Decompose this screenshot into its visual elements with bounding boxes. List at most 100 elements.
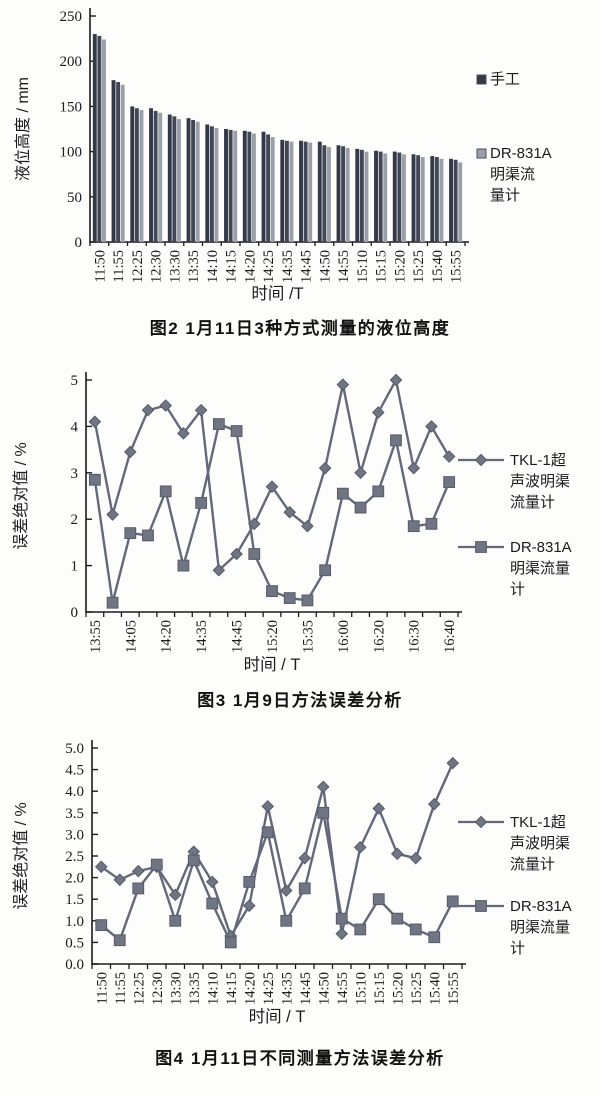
figure-3-caption: 图3 1月9日方法误差分析 xyxy=(197,691,403,710)
y-tick-label: 3.0 xyxy=(65,827,84,843)
diamond-marker xyxy=(279,884,293,897)
y-tick-label: 0 xyxy=(71,605,79,621)
diamond-marker xyxy=(194,403,208,417)
legend-swatch xyxy=(476,74,487,85)
square-marker xyxy=(335,912,348,925)
y-tick-label: 1.0 xyxy=(65,914,84,930)
y-tick-label: 1 xyxy=(71,559,79,575)
bar xyxy=(209,126,214,242)
bar xyxy=(430,156,435,242)
y-tick-label: 4.5 xyxy=(65,763,84,779)
diamond-marker xyxy=(316,780,330,794)
x-tick-label: 16:40 xyxy=(442,620,458,653)
x-tick-labels: 13:55 14:05 14:20 14:35 14:45 15:20 15:35 16:00… xyxy=(88,620,458,653)
square-marker xyxy=(150,858,163,871)
y-tick-label: 100 xyxy=(60,145,83,161)
x-tick-label: 15:40 xyxy=(430,250,446,283)
x-tick-label: 14:35 xyxy=(194,620,210,653)
bar xyxy=(397,152,402,242)
bar xyxy=(149,108,153,243)
bar xyxy=(261,131,266,242)
bar xyxy=(359,149,364,242)
bar xyxy=(177,119,181,242)
bar xyxy=(284,140,289,242)
diamond-marker xyxy=(318,461,332,475)
square-marker xyxy=(372,893,385,906)
legend-marker-square xyxy=(475,900,487,912)
square-marker xyxy=(425,517,438,530)
diamond-marker xyxy=(371,406,385,419)
y-axis-title: 液位高度 / mm xyxy=(14,77,32,181)
x-tick-label: 14:05 xyxy=(123,620,139,653)
diamond-marker xyxy=(372,802,386,815)
y-axis-title: 误差绝对值 / % xyxy=(12,802,30,910)
bar xyxy=(364,151,369,242)
diamond-marker xyxy=(389,373,403,387)
square-marker xyxy=(390,434,402,447)
legend-label-line: 流量计 xyxy=(510,494,555,511)
x-tick-label: 15:25 xyxy=(411,250,427,283)
bar xyxy=(303,141,308,242)
legend-label-line: 计 xyxy=(510,581,525,598)
x-tick-label: 15:40 xyxy=(427,972,443,1005)
square-marker xyxy=(124,527,137,540)
x-tick-label: 13:55 xyxy=(88,620,104,653)
bar xyxy=(434,157,439,242)
legend-label-line: TKL-1超 xyxy=(510,814,566,831)
series-square xyxy=(95,806,459,949)
series-diamond xyxy=(94,756,460,943)
y-tick-label: 2.5 xyxy=(65,849,84,865)
legend-label-line: 手工 xyxy=(490,71,520,88)
figure-2-liquid-level-bar-chart: 0 50 100 150 200 250 液位高度 / mm 时间 /T 11:50 11:55 1… xyxy=(0,0,600,350)
square-marker xyxy=(159,485,172,498)
square-marker xyxy=(142,529,154,542)
bar xyxy=(345,147,350,242)
x-tick-label: 14:10 xyxy=(205,972,221,1005)
bar xyxy=(420,157,425,242)
bar xyxy=(322,145,327,242)
bar xyxy=(341,146,346,242)
square-marker xyxy=(391,912,404,925)
y-tick-label: 2.0 xyxy=(65,871,84,887)
y-tick-label: 1.5 xyxy=(65,892,84,908)
bar xyxy=(116,81,121,243)
x-tick-label: 14:20 xyxy=(242,972,258,1005)
bar xyxy=(449,158,453,242)
bar xyxy=(270,137,275,242)
diamond-marker xyxy=(409,851,423,865)
legend-swatch xyxy=(476,148,487,159)
x-axis-title: 时间 / T xyxy=(244,655,301,674)
x-tick-label: 11:50 xyxy=(92,250,108,283)
bar xyxy=(228,129,233,242)
square-marker xyxy=(409,923,422,936)
bar xyxy=(439,158,444,242)
diamond-marker xyxy=(106,508,119,521)
bar xyxy=(355,148,360,242)
bar xyxy=(374,150,378,242)
square-marker xyxy=(243,876,256,888)
x-tick-label: 14:50 xyxy=(316,972,332,1005)
x-tick-label: 14:20 xyxy=(242,250,258,283)
square-marker xyxy=(407,520,420,533)
x-tick-label: 14:55 xyxy=(335,972,351,1005)
bar xyxy=(378,151,383,242)
x-tick-label: 14:45 xyxy=(299,250,315,283)
bar xyxy=(383,153,388,242)
bar xyxy=(153,110,158,242)
bar xyxy=(120,84,125,242)
x-tick-label: 15:20 xyxy=(390,972,406,1005)
y-tick-label: 4 xyxy=(71,419,79,435)
bar xyxy=(242,130,247,242)
square-marker xyxy=(169,914,182,927)
x-tick-label: 14:15 xyxy=(224,250,240,283)
x-tick-label: 11:50 xyxy=(94,972,110,1005)
diamond-marker xyxy=(298,851,312,865)
x-tick-label: 14:10 xyxy=(205,250,221,283)
x-tick-label: 13:35 xyxy=(187,972,203,1005)
bar xyxy=(453,159,458,242)
diamond-marker xyxy=(442,450,456,463)
bar xyxy=(172,116,177,242)
x-ticks xyxy=(91,964,463,969)
diamond-marker xyxy=(141,403,155,417)
bar xyxy=(191,119,196,242)
